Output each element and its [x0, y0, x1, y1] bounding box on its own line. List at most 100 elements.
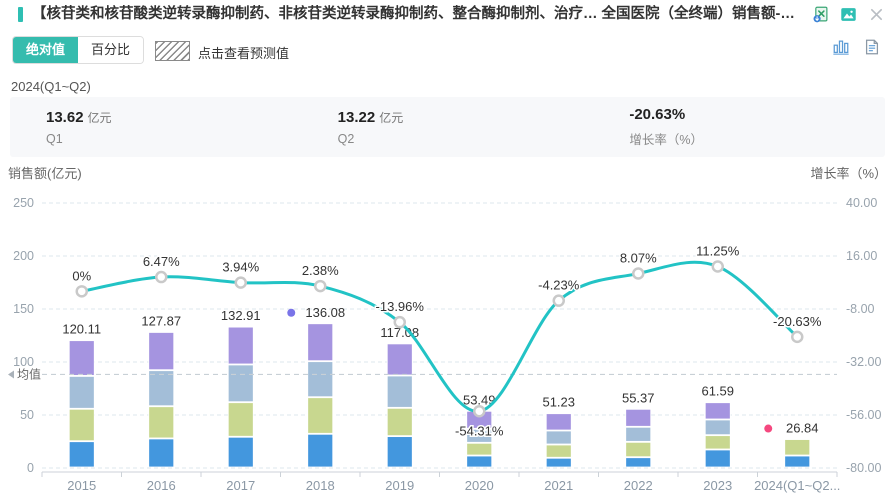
growth-value-label: 8.07%	[620, 251, 657, 266]
page-title: 【核苷类和核苷酸类逆转录酶抑制药、非核苷类逆转录酶抑制药、整合酶抑制剂、治疗… …	[32, 6, 802, 22]
bar-segment	[307, 361, 334, 398]
bar-segment	[307, 433, 334, 468]
growth-point-2024(Q1~Q2...[interactable]	[791, 330, 804, 344]
growth-point-2018[interactable]	[314, 279, 327, 293]
bar-stack-2015[interactable]	[68, 340, 95, 468]
growth-value-label: 3.94%	[222, 260, 259, 275]
growth-point-2019[interactable]	[393, 315, 406, 329]
bar-segment	[386, 407, 413, 437]
growth-value-label: -54.31%	[455, 423, 504, 438]
growth-value-label: 2.38%	[302, 263, 339, 278]
summary-stats-box: 13.62 亿元 Q1 13.22 亿元 Q2 -20.63% 增长率（%）	[10, 97, 885, 157]
forecast-hatch-swatch[interactable]	[155, 41, 190, 61]
left-tick-label: 200	[13, 249, 34, 263]
bar-stack-2024(Q1~Q2...[interactable]	[784, 439, 811, 468]
x-axis-label: 2016	[147, 478, 176, 493]
stat-growth-value: -20.63%	[629, 106, 686, 123]
growth-point-2015[interactable]	[75, 285, 88, 298]
bar-stack-2019[interactable]	[386, 343, 413, 468]
value-mode-toggle: 绝对值 百分比	[12, 36, 145, 64]
stat-q1-unit: 亿元	[87, 110, 112, 125]
growth-point-2022[interactable]	[632, 267, 645, 280]
bar-stack-2016[interactable]	[148, 332, 175, 468]
bar-value-label: 127.87	[141, 313, 181, 328]
stat-q1: 13.62 亿元 Q1	[10, 109, 302, 146]
growth-value-label: -4.23%	[538, 278, 580, 293]
bar-segment	[148, 438, 175, 468]
bar-stack-2022[interactable]	[625, 408, 652, 468]
bar-stack-2023[interactable]	[704, 402, 731, 468]
bar-stack-2020[interactable]	[466, 410, 493, 468]
bar-stack-2018[interactable]	[307, 323, 334, 468]
left-tick-label: 150	[13, 302, 34, 316]
bar-segment	[466, 428, 493, 443]
bar-stack-2017[interactable]	[227, 326, 254, 468]
bar-segment	[784, 439, 811, 456]
stat-growth: -20.63% 增长率（%）	[593, 106, 885, 148]
growth-value-label: -13.96%	[376, 299, 425, 314]
growth-point-2017[interactable]	[234, 276, 247, 289]
bar-segment	[545, 413, 572, 431]
bar-stack-2021[interactable]	[545, 413, 572, 468]
image-export-icon[interactable]	[840, 6, 857, 23]
left-tick-label: 50	[20, 408, 34, 422]
bar-segment	[307, 397, 334, 434]
bar-segment	[545, 457, 572, 468]
bar-value-label: 53.49	[463, 392, 496, 407]
growth-point-2023[interactable]	[711, 260, 724, 273]
x-axis-label: 2022	[624, 478, 653, 493]
x-axis-label: 2018	[306, 478, 335, 493]
bar-segment	[307, 323, 334, 362]
bar-segment	[545, 444, 572, 458]
bar-segment	[466, 455, 493, 468]
growth-value-label: -20.63%	[773, 314, 822, 329]
right-tick-label: -8.00	[846, 302, 875, 316]
right-tick-label: -32.00	[846, 355, 881, 369]
bar-segment	[704, 419, 731, 436]
close-icon[interactable]	[868, 6, 885, 23]
bar-value-label: 120.11	[62, 322, 101, 337]
growth-line	[81, 260, 799, 413]
growth-value-label: 6.47%	[143, 254, 180, 269]
x-axis-label: 2015	[67, 478, 96, 493]
x-axis-label: 2023	[703, 478, 732, 493]
bar-segment	[704, 435, 731, 450]
left-axis-title: 销售额(亿元)	[8, 166, 82, 181]
period-label: 2024(Q1~Q2)	[11, 79, 91, 94]
x-axis-label: 2024(Q1~Q2...	[754, 478, 840, 493]
bar-value-label: 51.23	[542, 395, 575, 410]
stat-q1-label: Q1	[46, 131, 63, 146]
bar-segment	[386, 343, 413, 376]
growth-point-2021[interactable]	[552, 294, 565, 307]
bar-segment	[148, 332, 175, 371]
bar-chart-icon[interactable]	[832, 38, 850, 56]
bar-segment	[68, 376, 95, 409]
bar-series	[68, 323, 811, 468]
stat-q2-label: Q2	[337, 131, 355, 146]
bar-segment	[68, 441, 95, 468]
bar-segment	[625, 441, 652, 458]
growth-point-2020[interactable]	[473, 405, 486, 418]
bar-value-label: 136.08	[305, 305, 345, 320]
right-tick-label: -56.00	[846, 408, 881, 422]
forecast-hint-label[interactable]: 点击查看预测值	[198, 46, 290, 61]
absolute-value-button[interactable]: 绝对值	[13, 37, 79, 63]
excel-export-icon[interactable]	[812, 6, 829, 23]
bar-segment	[148, 406, 175, 439]
trend-chart[interactable]: 销售额(亿元) 增长率（%） 250 40.00 200 16.00 150 -8.00 100…	[0, 160, 895, 499]
bar-segment	[386, 436, 413, 468]
bar-value-label: 117.08	[380, 325, 419, 340]
bar-segment	[227, 364, 254, 403]
stat-growth-label: 增长率（%）	[629, 133, 703, 147]
percent-button[interactable]: 百分比	[78, 37, 144, 63]
bar-segment	[386, 375, 413, 408]
bar-segment	[784, 455, 811, 468]
bar-segment	[625, 457, 652, 468]
bar-segment	[227, 436, 254, 468]
left-tick-label: 250	[13, 196, 34, 210]
bar-segment	[704, 402, 731, 420]
report-icon[interactable]	[863, 38, 881, 56]
growth-point-2016[interactable]	[155, 270, 168, 284]
stat-q2-value: 13.22	[337, 108, 376, 126]
